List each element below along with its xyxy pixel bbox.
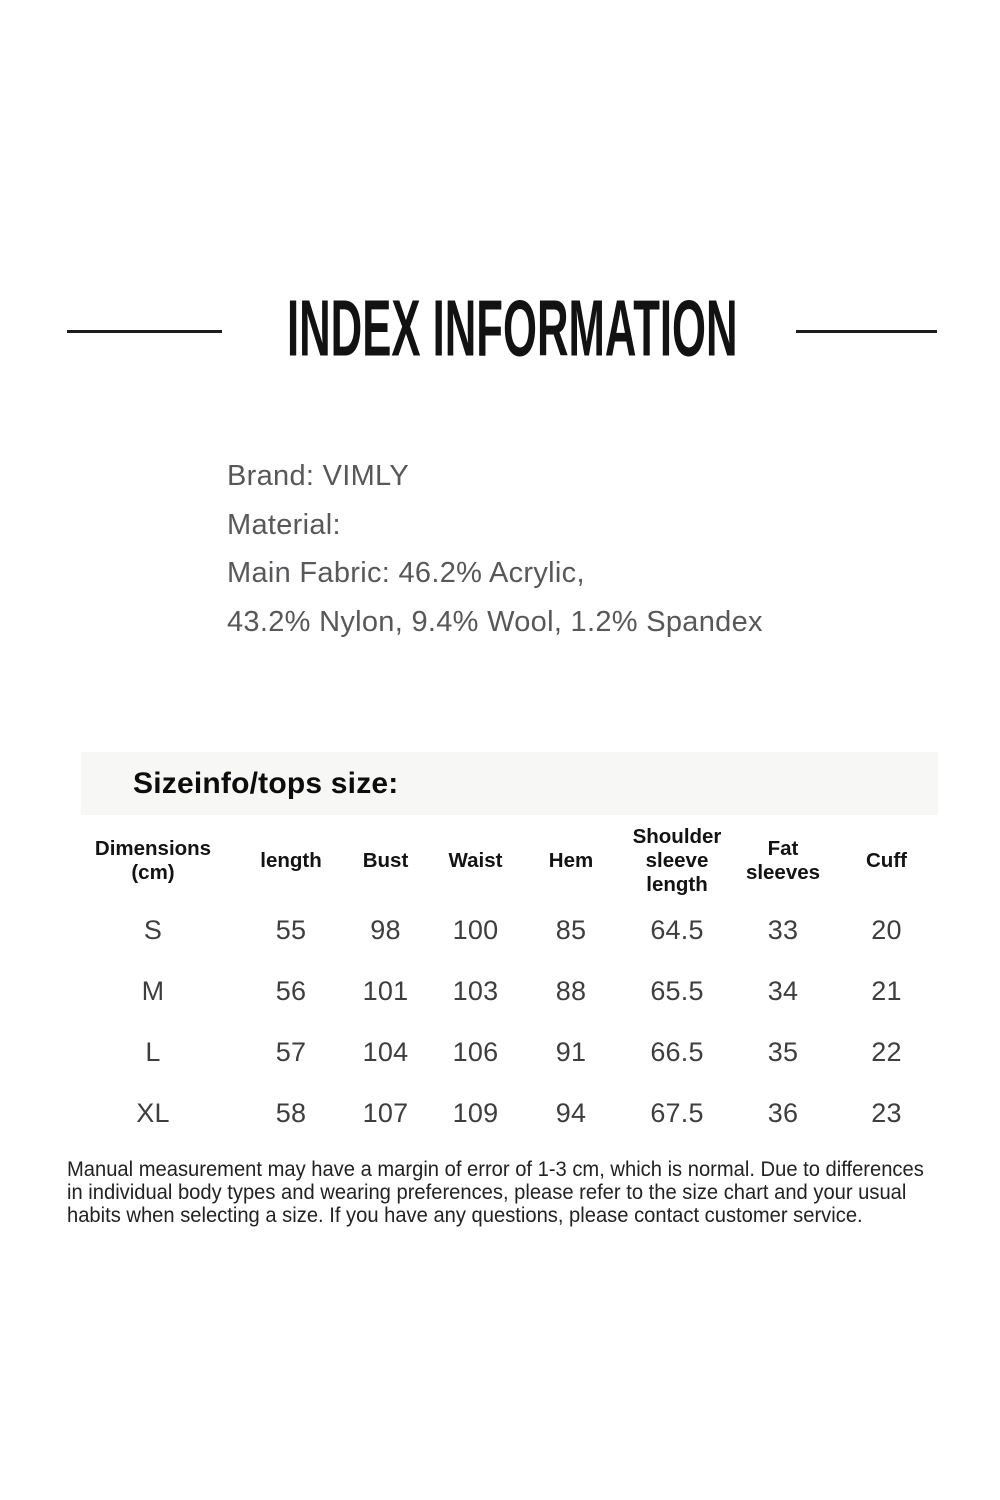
- disclaimer-line: in individual body types and wearing pre…: [67, 1181, 907, 1205]
- measurement-cell: 91: [555, 1037, 587, 1067]
- measurement-cell: 20: [871, 915, 902, 945]
- size-cell: M: [141, 976, 165, 1006]
- column-header: Fat sleeves: [745, 837, 821, 884]
- size-cell: L: [145, 1037, 161, 1067]
- page-title-text: INDEX INFORMATION: [286, 282, 738, 373]
- measurement-cell: 106: [452, 1037, 499, 1067]
- measurement-cell: 88: [555, 976, 587, 1006]
- material-line-1: Main Fabric: 46.2% Acrylic,: [227, 557, 585, 589]
- size-table: Dimensions (cm) length Bust Waist Hem Shoulder…: [65, 822, 940, 1144]
- size-table-header: Dimensions (cm) length Bust Waist Hem Shoulder…: [65, 822, 940, 900]
- measurement-cell: 33: [767, 915, 799, 945]
- disclaimer-line: habits when selecting a size. If you hav…: [67, 1204, 863, 1228]
- measurement-cell: 55: [275, 915, 307, 945]
- size-table-body: S 55 98 100 85 64.5 33 20 M 56 101 103 88 65.5 34 21 L 57…: [65, 900, 940, 1144]
- column-header: Waist: [448, 849, 503, 872]
- measurement-cell: 101: [362, 976, 409, 1006]
- material-line-2: 43.2% Nylon, 9.4% Wool, 1.2% Spandex: [227, 605, 763, 638]
- size-section-band: Sizeinfo/tops size:: [81, 752, 938, 815]
- brand-line: Brand: VIMLY: [227, 460, 409, 492]
- brand-material-block: Brand: VIMLY Material: Main Fabric: 46.2…: [227, 452, 763, 646]
- page-title: INDEX INFORMATION: [0, 282, 1000, 373]
- measurement-cell: 94: [555, 1098, 587, 1128]
- column-header: length: [260, 849, 322, 872]
- column-header: Cuff: [866, 849, 907, 872]
- column-header: Hem: [548, 849, 594, 872]
- table-row: XL 58 107 109 94 67.5 36 23: [65, 1083, 940, 1144]
- measurement-cell: 100: [452, 915, 499, 945]
- material-label: Material:: [227, 508, 341, 541]
- column-header: Dimensions (cm): [94, 837, 212, 884]
- measurement-cell: 65.5: [650, 976, 704, 1006]
- size-cell: S: [143, 915, 163, 945]
- table-row: M 56 101 103 88 65.5 34 21: [65, 961, 940, 1022]
- measurement-cell: 22: [871, 1037, 902, 1067]
- measurement-cell: 56: [275, 976, 307, 1006]
- title-rule-left: [67, 330, 222, 333]
- disclaimer-paragraph: Manual measurement may have a margin of …: [67, 1158, 960, 1228]
- measurement-cell: 34: [767, 976, 799, 1006]
- measurement-cell: 35: [767, 1037, 799, 1067]
- measurement-cell: 67.5: [650, 1098, 704, 1128]
- size-cell: XL: [136, 1098, 170, 1128]
- title-rule-right: [796, 330, 937, 333]
- measurement-cell: 107: [362, 1098, 409, 1128]
- measurement-cell: 23: [871, 1098, 902, 1128]
- column-header: Bust: [362, 849, 409, 872]
- measurement-cell: 58: [275, 1098, 307, 1128]
- measurement-cell: 85: [555, 915, 587, 945]
- table-row: L 57 104 106 91 66.5 35 22: [65, 1022, 940, 1083]
- disclaimer-line: Manual measurement may have a margin of …: [67, 1158, 924, 1181]
- measurement-cell: 98: [370, 915, 401, 945]
- measurement-cell: 21: [871, 976, 902, 1006]
- column-header: Shoulder sleeve length: [632, 825, 722, 896]
- table-header-row: Dimensions (cm) length Bust Waist Hem Shoulder…: [65, 822, 940, 900]
- measurement-cell: 104: [362, 1037, 409, 1067]
- measurement-cell: 57: [275, 1037, 307, 1067]
- size-section-heading: Sizeinfo/tops size:: [133, 766, 399, 800]
- measurement-cell: 66.5: [650, 1037, 704, 1067]
- measurement-cell: 36: [767, 1098, 799, 1128]
- table-row: S 55 98 100 85 64.5 33 20: [65, 900, 940, 961]
- measurement-cell: 64.5: [650, 915, 704, 945]
- measurement-cell: 109: [452, 1098, 499, 1128]
- measurement-cell: 103: [452, 976, 499, 1006]
